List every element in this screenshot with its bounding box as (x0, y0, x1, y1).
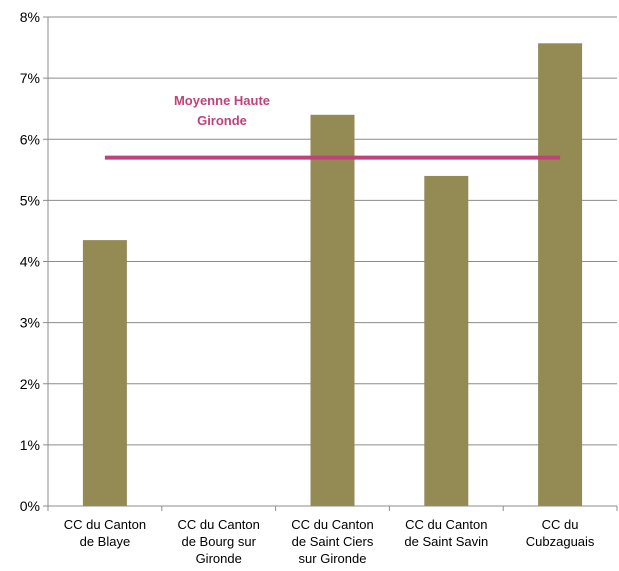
x-category-label: de Saint Savin (404, 534, 488, 549)
x-category-label: CC du Canton (405, 517, 487, 532)
x-category-label: de Bourg sur (181, 534, 256, 549)
y-tick-label: 3% (20, 315, 40, 331)
x-category-labels: CC du Canton de Blaye CC du Canton de Bourg… (64, 517, 595, 566)
reference-line-label: Moyenne Haute (174, 93, 270, 108)
x-category-label: sur Gironde (299, 551, 367, 566)
y-tick-label: 5% (20, 192, 40, 208)
y-tick-label: 1% (20, 437, 40, 453)
reference-line-label: Gironde (197, 113, 247, 128)
y-tick-label: 2% (20, 376, 40, 392)
y-tick-labels: 0% 1% 2% 3% 4% 5% 6% 7% 8% (20, 9, 40, 514)
y-tick-label: 8% (20, 9, 40, 25)
y-tick-label: 7% (20, 70, 40, 86)
x-category-label: de Blaye (80, 534, 131, 549)
x-category-label: CC du Canton (64, 517, 146, 532)
bar-4 (538, 43, 583, 506)
y-tick-label: 6% (20, 131, 40, 147)
x-category-label: Cubzaguais (526, 534, 595, 549)
axes (43, 16, 618, 511)
y-tick-label: 4% (20, 254, 40, 270)
x-category-label: Gironde (196, 551, 242, 566)
x-category-label: de Saint Ciers (292, 534, 374, 549)
bar-3 (424, 175, 469, 507)
reference-line-group: Moyenne Haute Gironde (104, 93, 561, 160)
bar-2 (310, 114, 355, 507)
y-tick-label: 0% (20, 498, 40, 514)
x-category-label: CC du Canton (178, 517, 260, 532)
x-category-label: CC du (542, 517, 579, 532)
bars (82, 43, 583, 507)
bar-0 (82, 240, 127, 506)
x-category-label: CC du Canton (291, 517, 373, 532)
